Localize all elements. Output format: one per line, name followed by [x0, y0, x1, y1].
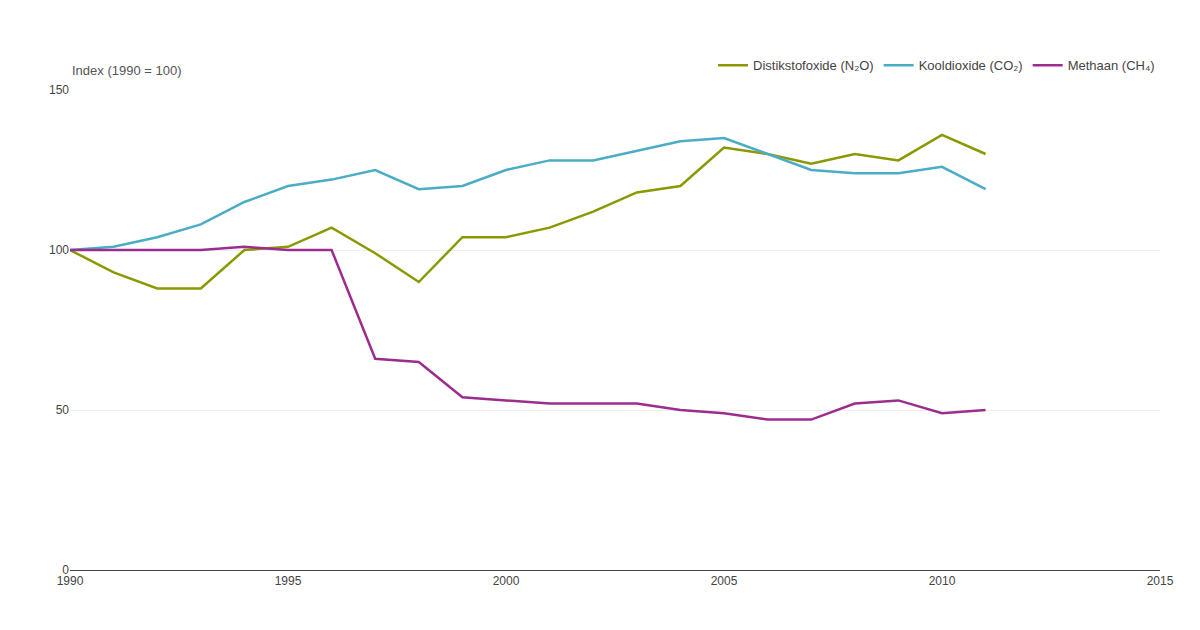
svg-text:2005: 2005 — [711, 574, 738, 588]
svg-text:Index (1990 = 100): Index (1990 = 100) — [72, 63, 182, 78]
svg-text:1990: 1990 — [57, 574, 84, 588]
svg-text:Distikstofoxide (N₂O): Distikstofoxide (N₂O) — [753, 58, 874, 73]
svg-text:Methaan (CH₄): Methaan (CH₄) — [1068, 58, 1155, 73]
svg-text:50: 50 — [56, 403, 70, 417]
svg-text:0: 0 — [62, 563, 69, 577]
svg-text:Kooldioxide (CO₂): Kooldioxide (CO₂) — [919, 58, 1023, 73]
svg-text:2000: 2000 — [493, 574, 520, 588]
svg-text:2010: 2010 — [929, 574, 956, 588]
svg-text:150: 150 — [49, 83, 69, 97]
svg-text:1995: 1995 — [275, 574, 302, 588]
svg-text:100: 100 — [49, 243, 69, 257]
svg-text:2015: 2015 — [1147, 574, 1174, 588]
